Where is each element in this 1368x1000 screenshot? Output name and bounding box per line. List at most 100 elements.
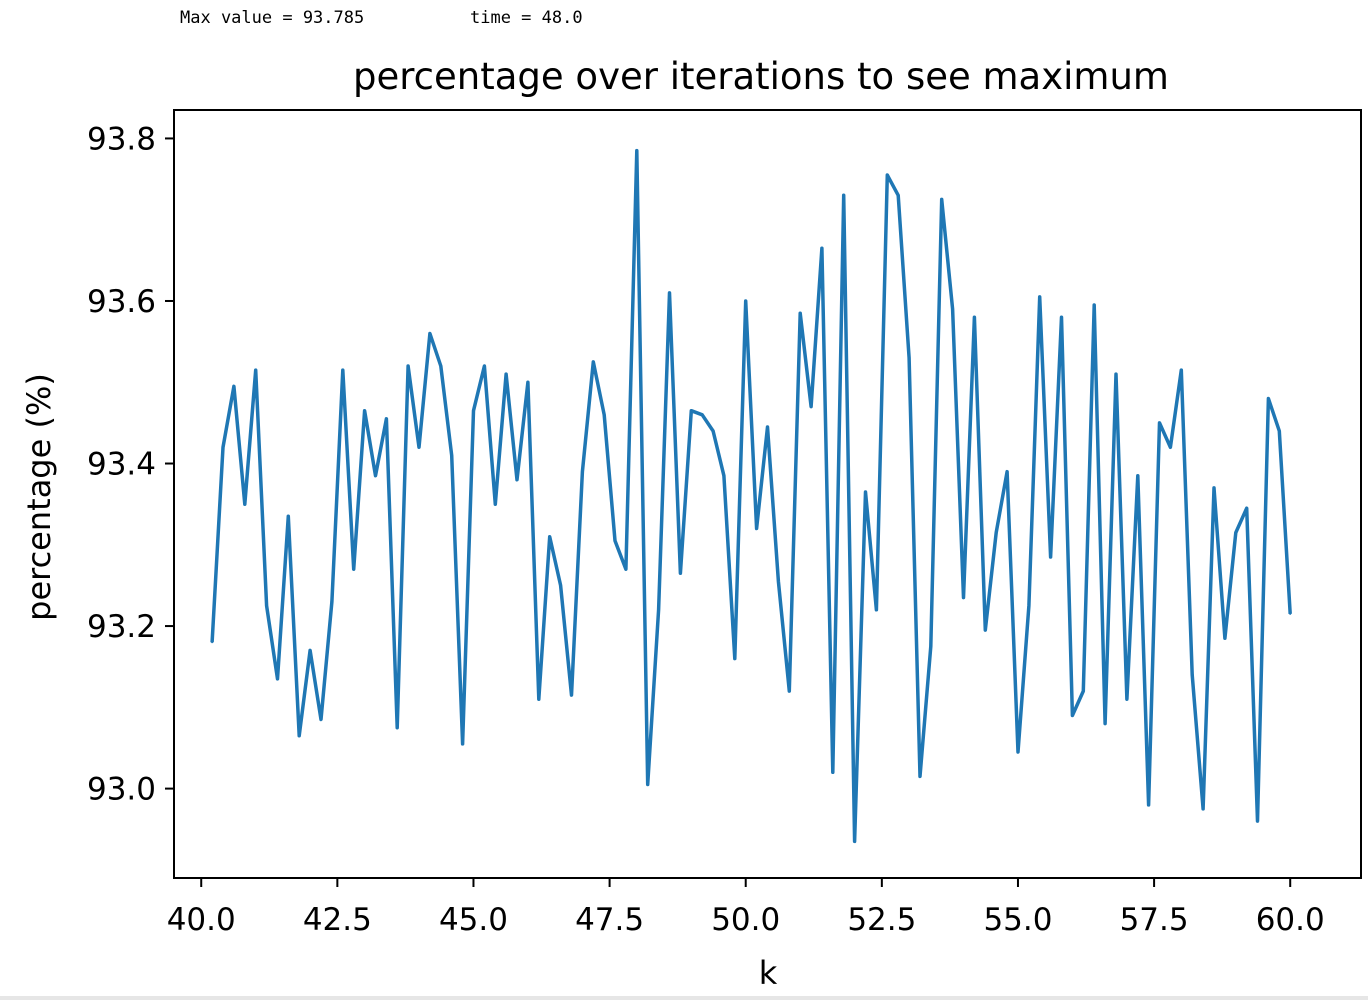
data-point bbox=[363, 409, 366, 412]
data-point bbox=[733, 657, 736, 660]
data-point bbox=[799, 312, 802, 315]
data-point bbox=[690, 409, 693, 412]
data-point bbox=[875, 608, 878, 611]
data-point bbox=[1104, 722, 1107, 725]
y-tick-label: 93.6 bbox=[87, 284, 156, 320]
data-point bbox=[472, 409, 475, 412]
data-point bbox=[908, 356, 911, 359]
data-point bbox=[537, 698, 540, 701]
data-point bbox=[450, 454, 453, 457]
data-point bbox=[929, 645, 932, 648]
data-point bbox=[1256, 820, 1259, 823]
y-tick-label: 93.4 bbox=[87, 447, 156, 483]
data-point bbox=[853, 840, 856, 843]
cell-bottom-border bbox=[0, 996, 1368, 1000]
x-tick-label: 55.0 bbox=[983, 902, 1052, 938]
data-point bbox=[940, 198, 943, 201]
data-point bbox=[439, 365, 442, 367]
data-point bbox=[526, 381, 529, 384]
max-value-readout: Max value = 93.785 bbox=[180, 8, 365, 28]
data-point bbox=[374, 474, 377, 477]
y-axis-label: percentage (%) bbox=[20, 373, 58, 621]
data-point bbox=[1125, 698, 1128, 701]
data-point bbox=[1169, 446, 1172, 449]
data-point bbox=[428, 332, 431, 335]
data-point bbox=[494, 503, 497, 506]
data-point bbox=[287, 515, 290, 518]
data-point bbox=[309, 649, 312, 652]
x-tick-label: 60.0 bbox=[1256, 902, 1325, 938]
data-point bbox=[657, 608, 660, 611]
data-point bbox=[1049, 556, 1052, 558]
data-point bbox=[973, 316, 976, 319]
series-line bbox=[210, 148, 1292, 844]
data-point bbox=[1027, 604, 1030, 607]
data-point bbox=[1213, 486, 1215, 489]
data-point bbox=[1234, 531, 1237, 534]
data-point bbox=[831, 771, 834, 774]
data-point bbox=[701, 413, 704, 416]
data-point bbox=[1278, 430, 1281, 432]
data-point bbox=[722, 474, 725, 477]
data-point bbox=[1158, 421, 1161, 424]
data-point bbox=[1060, 316, 1063, 319]
data-point bbox=[385, 417, 388, 420]
data-point bbox=[483, 365, 486, 367]
x-tick-label: 47.5 bbox=[575, 902, 644, 938]
x-tick-label: 57.5 bbox=[1120, 902, 1189, 938]
data-point bbox=[222, 446, 224, 449]
data-point bbox=[668, 291, 671, 294]
data-point bbox=[211, 641, 214, 644]
data-point bbox=[559, 584, 562, 587]
data-point bbox=[1202, 807, 1205, 810]
y-tick-label: 93.2 bbox=[87, 609, 156, 645]
data-point bbox=[712, 430, 715, 432]
data-point bbox=[570, 694, 573, 697]
data-point bbox=[1071, 714, 1074, 717]
data-point bbox=[864, 491, 867, 493]
data-point bbox=[298, 734, 301, 737]
data-point bbox=[407, 365, 410, 367]
data-point bbox=[962, 596, 965, 599]
data-point bbox=[624, 568, 627, 571]
x-tick-label: 52.5 bbox=[847, 902, 916, 938]
data-point bbox=[897, 194, 900, 197]
data-point bbox=[1147, 803, 1150, 806]
data-point bbox=[1289, 612, 1292, 615]
data-point bbox=[505, 373, 508, 376]
data-point bbox=[810, 405, 813, 408]
data-point bbox=[265, 604, 268, 607]
data-point bbox=[646, 783, 649, 786]
data-point bbox=[995, 531, 998, 534]
data-point bbox=[1093, 304, 1096, 306]
x-tick-label: 45.0 bbox=[439, 902, 508, 938]
data-point bbox=[1006, 470, 1009, 473]
data-point bbox=[1017, 751, 1019, 753]
chart-title: percentage over iterations to see maximu… bbox=[353, 55, 1169, 98]
data-point bbox=[788, 690, 791, 693]
data-point bbox=[1180, 369, 1183, 372]
data-point bbox=[777, 580, 780, 583]
data-point bbox=[755, 527, 758, 530]
data-point bbox=[1223, 637, 1226, 640]
axis-ticks: 40.0 42.5 45.0 47.5 50.0 52.5 55.0 57.5 60.0 93.0… bbox=[87, 121, 1325, 938]
data-point bbox=[820, 247, 823, 250]
data-point bbox=[1267, 397, 1270, 400]
data-point bbox=[984, 629, 987, 632]
data-point bbox=[919, 775, 921, 778]
data-point bbox=[614, 539, 616, 542]
data-point bbox=[396, 726, 399, 729]
data-point bbox=[254, 369, 257, 372]
data-point bbox=[1082, 690, 1085, 693]
data-point bbox=[516, 478, 518, 481]
data-point bbox=[581, 470, 584, 473]
data-point bbox=[320, 718, 322, 721]
data-point bbox=[766, 426, 769, 428]
series-layer bbox=[210, 148, 1292, 844]
time-readout: time = 48.0 bbox=[470, 8, 583, 28]
data-point bbox=[603, 413, 606, 416]
y-tick-label: 93.8 bbox=[87, 121, 156, 157]
data-point bbox=[1245, 507, 1248, 510]
x-tick-label: 50.0 bbox=[711, 902, 780, 938]
